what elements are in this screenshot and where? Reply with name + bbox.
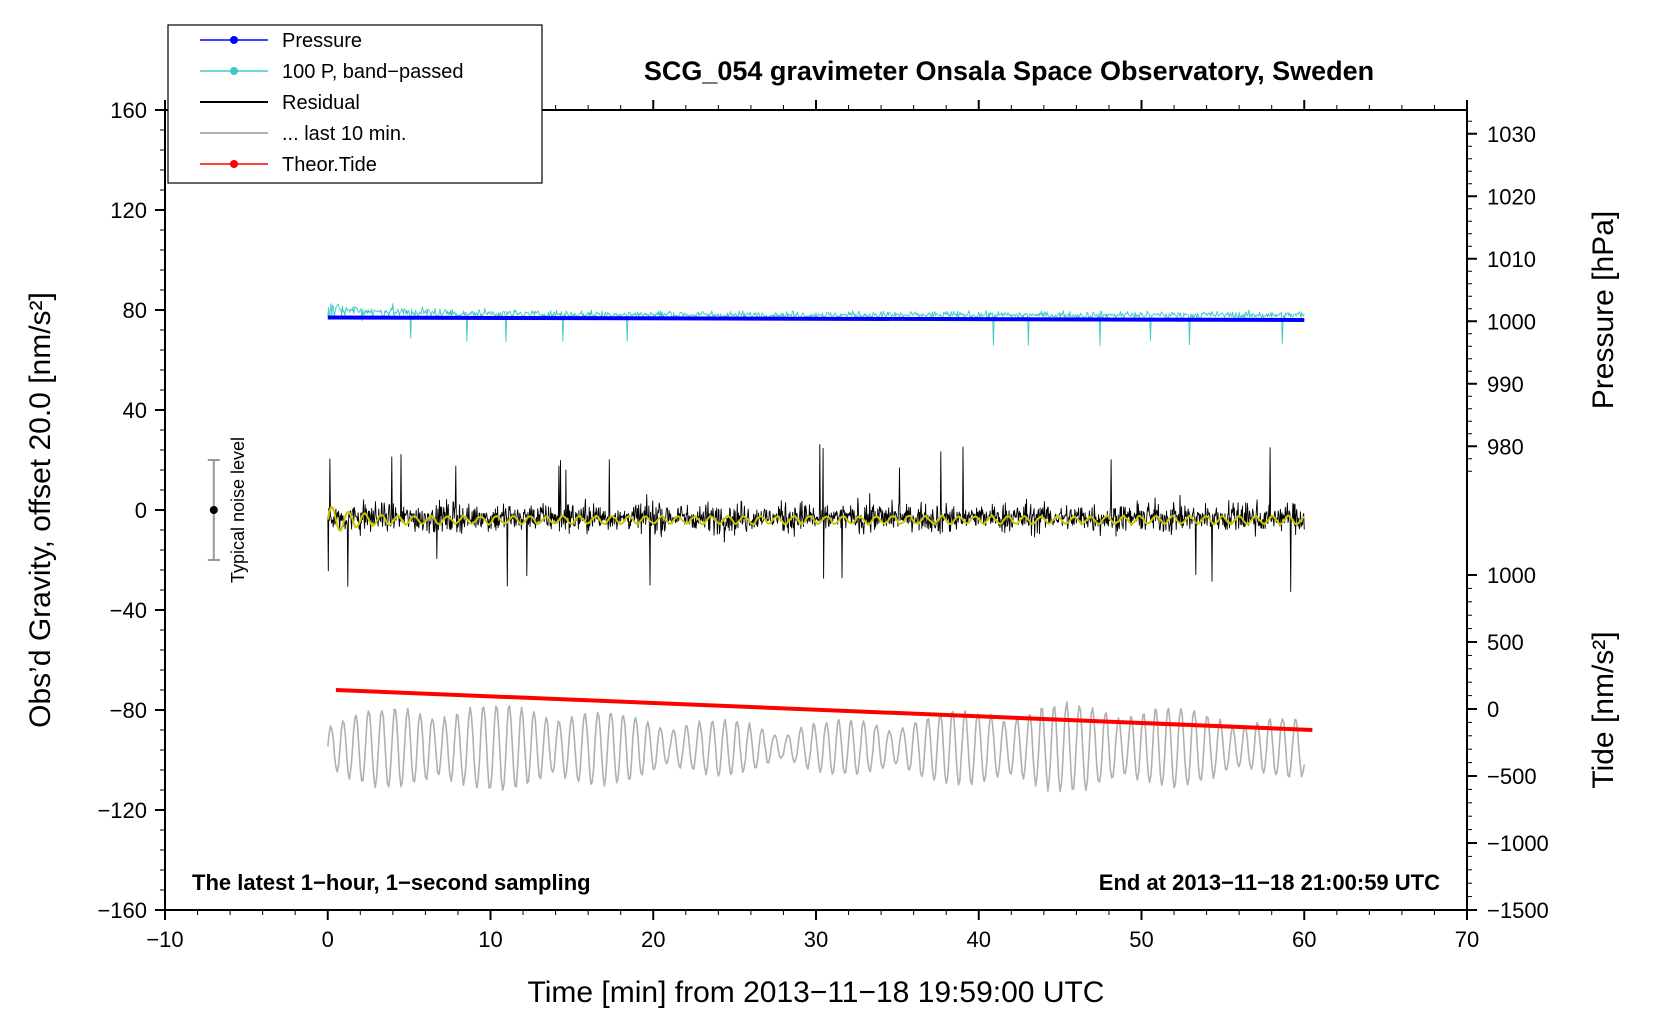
y-tick-label: 120: [110, 198, 147, 223]
y-axis-label-tide: Tide [nm/s²]: [1587, 631, 1620, 788]
y-axis-label-pressure: Pressure [hPa]: [1587, 211, 1620, 409]
series-smoothed-residual: [326, 506, 1306, 532]
legend-item-last10: ... last 10 min.: [200, 123, 407, 145]
x-tick-label: 30: [804, 927, 828, 952]
x-tick-label: 10: [478, 927, 502, 952]
legend-item-pressure: Pressure: [200, 30, 362, 52]
legend-item-tide: Theor.Tide: [200, 154, 377, 176]
series-theor-tide: [335, 688, 1313, 732]
x-tick-label: −10: [146, 927, 183, 952]
plot-frame: [164, 109, 1468, 911]
legend-label-residual: Residual: [282, 92, 360, 114]
tide-tick-label: 1000: [1487, 563, 1536, 588]
y-tick-label: −80: [110, 698, 147, 723]
legend-label-last10: ... last 10 min.: [282, 123, 407, 145]
legend-label-tide: Theor.Tide: [282, 154, 377, 176]
pressure-tick-label: 1010: [1487, 247, 1536, 272]
legend-label-pressure: Pressure: [282, 30, 362, 52]
x-tick-label: 50: [1129, 927, 1153, 952]
tide-tick-label: 0: [1487, 697, 1499, 722]
y-tick-label: −40: [110, 598, 147, 623]
series-last-10-min: [327, 701, 1306, 793]
legend-item-residual: Residual: [200, 92, 360, 114]
series-residual: [327, 444, 1305, 593]
chart-title: SCG_054 gravimeter Onsala Space Observat…: [644, 56, 1374, 86]
y-tick-label: 40: [123, 398, 147, 423]
pressure-tick-label: 1030: [1487, 122, 1536, 147]
y-tick-label: 0: [135, 498, 147, 523]
y-tick-label: 80: [123, 298, 147, 323]
legend: Pressure 100 P, band−passed Residual ...…: [167, 24, 543, 184]
noise-level-dot: [209, 506, 218, 514]
x-tick-label: 20: [641, 927, 665, 952]
x-tick-label: 0: [322, 927, 334, 952]
legend-item-bandpassed: 100 P, band−passed: [200, 61, 463, 83]
pressure-tick-label: 1000: [1487, 309, 1536, 334]
tide-tick-label: −500: [1487, 764, 1537, 789]
series-pressure: [327, 315, 1305, 322]
sampling-note: The latest 1−hour, 1−second sampling: [192, 870, 591, 895]
y-tick-label: 160: [110, 98, 147, 123]
x-tick-label: 40: [967, 927, 991, 952]
x-axis-label: Time [min] from 2013−11−18 19:59:00 UTC: [528, 976, 1105, 1009]
pressure-tick-label: 1020: [1487, 184, 1536, 209]
legend-box: [167, 24, 543, 184]
tide-tick-label: −1000: [1487, 831, 1549, 856]
end-time-note: End at 2013−11−18 21:00:59 UTC: [1099, 870, 1440, 895]
series-band-passed: [327, 303, 1305, 347]
x-tick-label: 60: [1292, 927, 1316, 952]
y-tick-label: −120: [97, 798, 147, 823]
x-tick-label: 70: [1455, 927, 1479, 952]
legend-label-bandpassed: 100 P, band−passed: [282, 61, 463, 83]
data-layer: [326, 303, 1313, 793]
noise-level-label: Typical noise level: [228, 437, 248, 583]
y-axis-label-left: Obs’d Gravity, offset 20.0 [nm/s²]: [24, 292, 57, 728]
y-tick-label: −160: [97, 898, 147, 923]
pressure-tick-label: 990: [1487, 372, 1524, 397]
axes-layer: −10 0 10 20 30 40 50 60 7016012080400−40−80−120−…: [97, 98, 1548, 952]
pressure-tick-label: 980: [1487, 434, 1524, 459]
noise-level-marker: Typical noise level: [207, 437, 248, 583]
tide-tick-label: 500: [1487, 630, 1524, 655]
tide-tick-label: −1500: [1487, 898, 1549, 923]
